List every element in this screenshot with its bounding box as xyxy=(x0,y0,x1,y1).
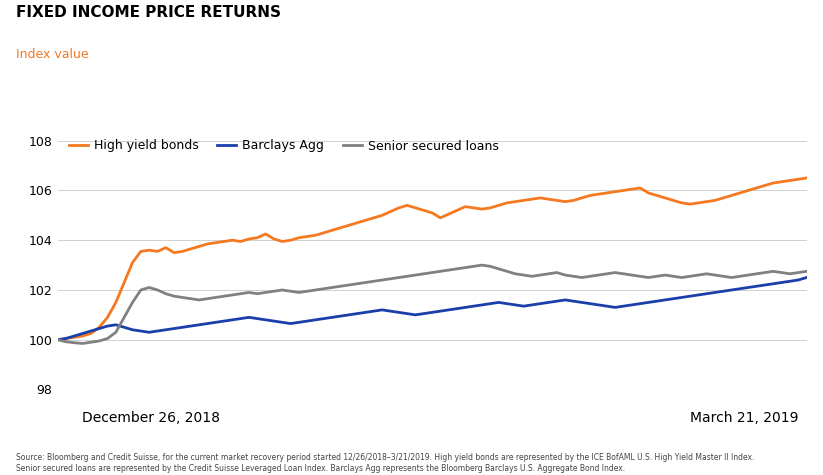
Text: March 21, 2019: March 21, 2019 xyxy=(690,411,798,425)
Text: December 26, 2018: December 26, 2018 xyxy=(82,411,221,425)
Text: Index value: Index value xyxy=(16,48,89,60)
Legend: High yield bonds, Barclays Agg, Senior secured loans: High yield bonds, Barclays Agg, Senior s… xyxy=(64,134,504,158)
Text: Source: Bloomberg and Credit Suisse, for the current market recovery period star: Source: Bloomberg and Credit Suisse, for… xyxy=(16,453,755,473)
Text: FIXED INCOME PRICE RETURNS: FIXED INCOME PRICE RETURNS xyxy=(16,5,281,20)
